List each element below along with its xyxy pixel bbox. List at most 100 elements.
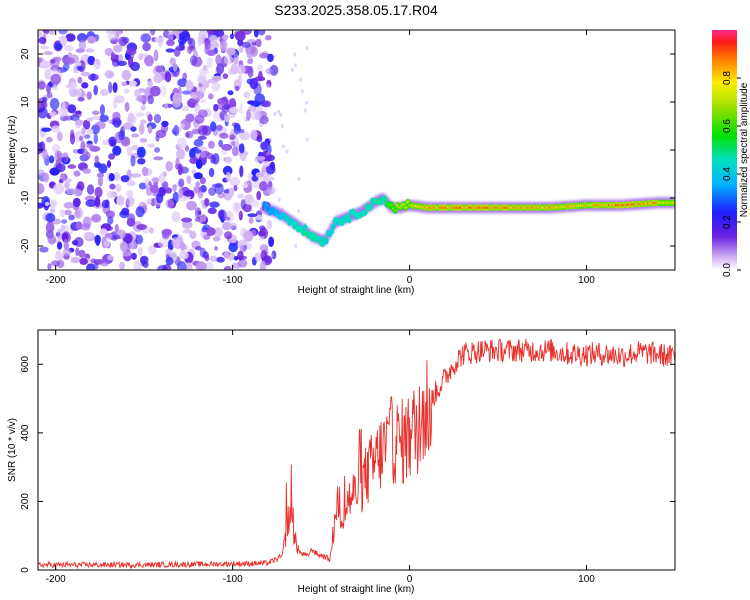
noise-speckle bbox=[70, 256, 81, 264]
noise-speckle bbox=[281, 144, 285, 149]
noise-speckle bbox=[129, 80, 137, 87]
noise-speckle bbox=[97, 175, 103, 187]
noise-speckle bbox=[266, 219, 273, 230]
noise-speckle bbox=[43, 30, 50, 35]
noise-speckle bbox=[128, 240, 137, 250]
snr-series bbox=[38, 338, 675, 570]
noise-speckle bbox=[87, 35, 96, 44]
noise-speckle bbox=[130, 126, 137, 132]
spectrogram-y-tick-label: -10 bbox=[20, 190, 31, 205]
noise-speckle bbox=[147, 143, 156, 148]
noise-speckle bbox=[71, 240, 79, 246]
noise-speckle bbox=[82, 168, 91, 174]
noise-speckle bbox=[216, 124, 223, 131]
noise-speckle bbox=[108, 173, 115, 182]
noise-speckle bbox=[106, 160, 112, 168]
noise-speckle bbox=[101, 199, 109, 209]
noise-speckle bbox=[121, 81, 128, 87]
noise-speckle bbox=[41, 149, 49, 160]
noise-speckle bbox=[39, 60, 51, 69]
colorbar-gradient bbox=[712, 30, 737, 270]
noise-speckle bbox=[63, 202, 74, 209]
noise-speckle bbox=[225, 171, 231, 183]
noise-speckle bbox=[214, 246, 219, 251]
noise-speckle bbox=[119, 261, 125, 270]
noise-speckle bbox=[70, 133, 75, 145]
noise-speckle bbox=[72, 111, 82, 118]
noise-speckle bbox=[179, 241, 186, 251]
noise-speckle bbox=[253, 83, 262, 96]
noise-speckle bbox=[248, 217, 254, 224]
noise-speckle bbox=[158, 173, 166, 184]
noise-speckle bbox=[305, 137, 309, 142]
noise-speckle bbox=[150, 184, 159, 194]
noise-speckle bbox=[259, 115, 269, 125]
noise-speckle bbox=[69, 82, 78, 90]
noise-speckle bbox=[218, 139, 224, 148]
noise-speckle bbox=[116, 60, 127, 67]
noise-speckle bbox=[136, 224, 147, 230]
noise-speckle bbox=[131, 133, 140, 138]
noise-speckle bbox=[50, 73, 61, 85]
noise-speckle bbox=[265, 154, 276, 162]
spectrogram-noise-region bbox=[38, 30, 309, 270]
spectrogram-y-tick-label: 0 bbox=[20, 147, 31, 153]
noise-speckle bbox=[238, 131, 250, 141]
noise-speckle bbox=[56, 131, 63, 142]
noise-speckle bbox=[165, 257, 174, 266]
noise-speckle bbox=[195, 159, 203, 170]
noise-speckle bbox=[165, 187, 173, 194]
noise-speckle bbox=[93, 85, 98, 96]
noise-speckle bbox=[246, 49, 252, 59]
noise-speckle bbox=[40, 100, 48, 109]
noise-speckle bbox=[193, 172, 203, 180]
colorbar-tick-label: 0.6 bbox=[722, 119, 733, 133]
noise-speckle bbox=[176, 148, 186, 160]
noise-speckle bbox=[153, 113, 162, 124]
noise-speckle bbox=[44, 68, 52, 80]
noise-speckle bbox=[177, 163, 183, 176]
noise-speckle bbox=[147, 125, 153, 134]
noise-speckle bbox=[126, 217, 136, 227]
noise-speckle bbox=[93, 58, 101, 70]
noise-speckle bbox=[226, 47, 236, 56]
noise-speckle bbox=[271, 250, 277, 260]
noise-speckle bbox=[224, 113, 229, 122]
noise-speckle bbox=[227, 90, 234, 96]
noise-speckle bbox=[297, 177, 301, 182]
noise-speckle bbox=[185, 113, 195, 123]
noise-speckle bbox=[113, 172, 121, 182]
noise-speckle bbox=[249, 129, 258, 141]
noise-speckle bbox=[112, 145, 122, 156]
noise-speckle bbox=[52, 84, 58, 91]
track-cell bbox=[301, 229, 306, 236]
noise-speckle bbox=[154, 147, 161, 153]
noise-speckle bbox=[130, 173, 142, 178]
spectrogram-y-tick-label: -20 bbox=[20, 238, 31, 253]
noise-speckle bbox=[138, 246, 143, 256]
noise-speckle bbox=[147, 245, 157, 255]
noise-speckle bbox=[130, 61, 141, 72]
noise-speckle bbox=[226, 222, 237, 227]
noise-speckle bbox=[138, 123, 145, 135]
noise-speckle bbox=[121, 69, 132, 81]
snr-y-tick-label: 400 bbox=[20, 424, 31, 441]
noise-speckle bbox=[81, 127, 86, 135]
noise-speckle bbox=[135, 206, 145, 218]
noise-speckle bbox=[198, 75, 205, 85]
noise-speckle bbox=[59, 209, 66, 218]
noise-speckle bbox=[112, 82, 118, 93]
snr-x-tick-label: -200 bbox=[46, 574, 66, 585]
noise-speckle bbox=[294, 244, 298, 249]
noise-speckle bbox=[179, 31, 191, 42]
noise-speckle bbox=[247, 100, 256, 105]
noise-speckle bbox=[86, 117, 94, 122]
noise-speckle bbox=[140, 33, 151, 43]
noise-speckle bbox=[161, 228, 173, 236]
noise-speckle bbox=[165, 248, 172, 256]
track-cell bbox=[324, 237, 329, 245]
noise-speckle bbox=[237, 259, 248, 268]
noise-speckle bbox=[247, 58, 254, 65]
noise-speckle bbox=[219, 132, 229, 139]
noise-speckle bbox=[250, 200, 260, 208]
